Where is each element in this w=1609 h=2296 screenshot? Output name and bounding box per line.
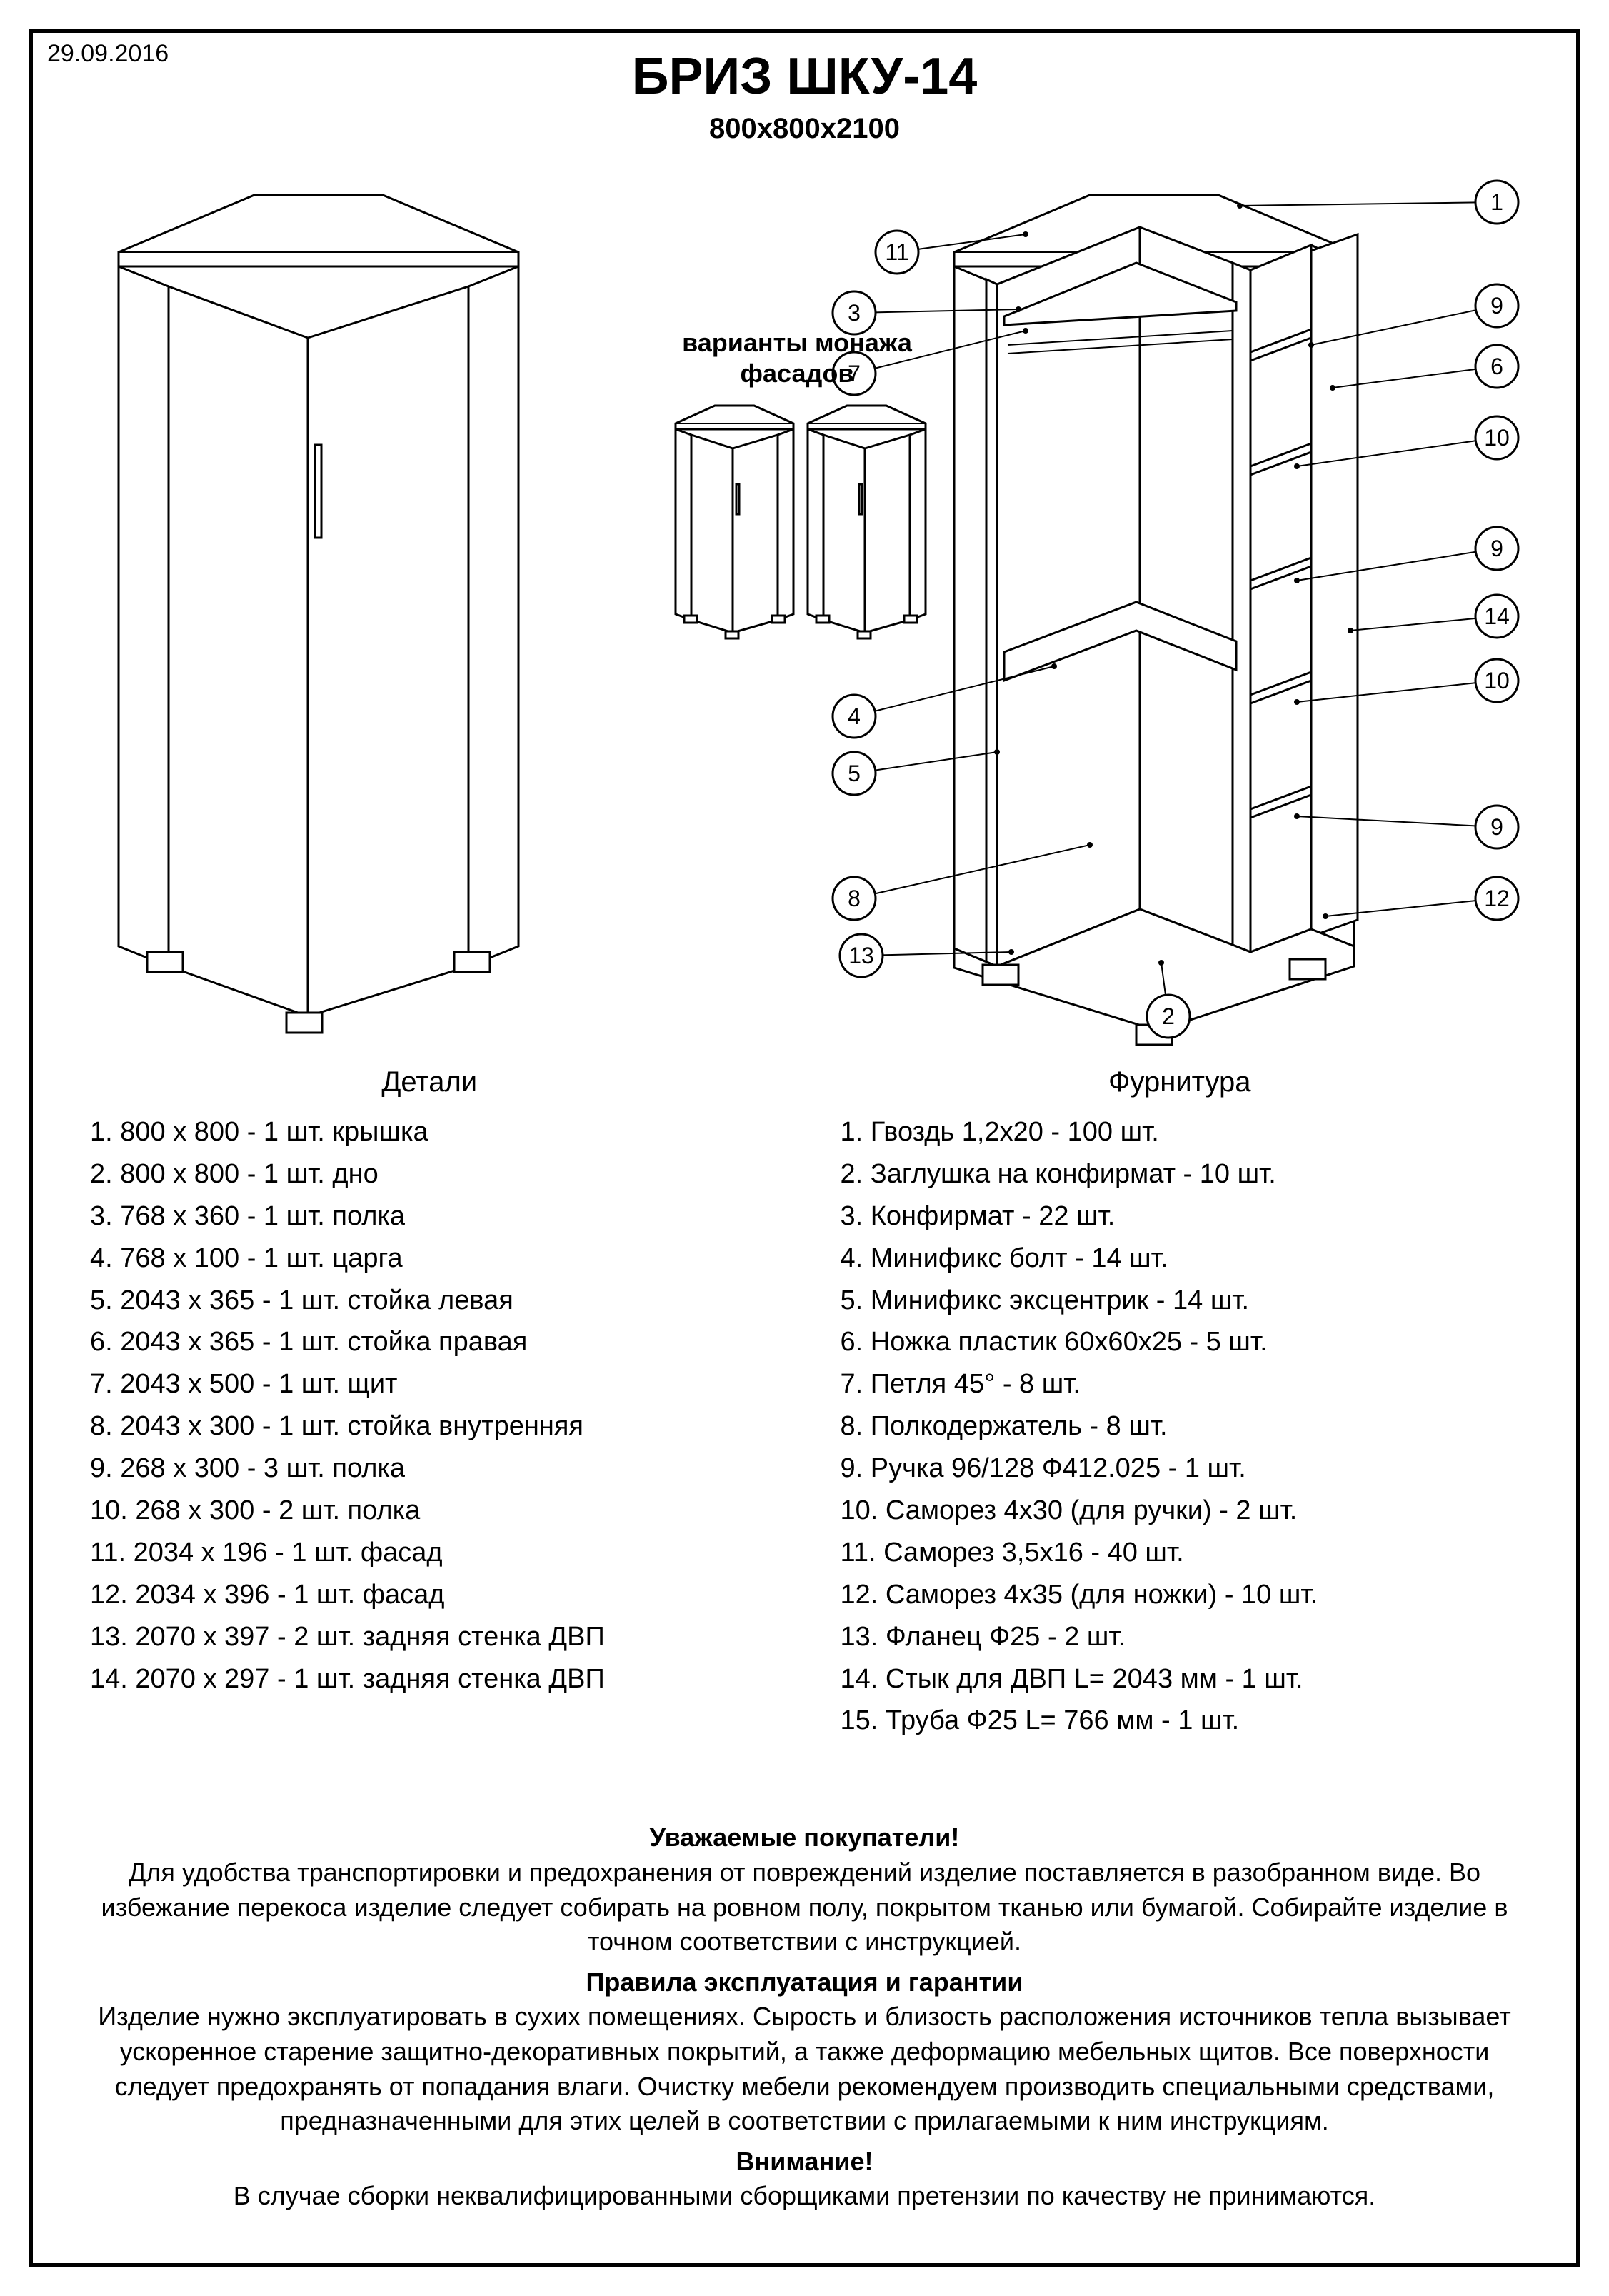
list-item: 2. 800 х 800 - 1 шт. дно xyxy=(90,1153,791,1195)
svg-text:1: 1 xyxy=(1490,189,1503,215)
list-item: 3. 768 х 360 - 1 шт. полка xyxy=(90,1195,791,1238)
list-item: 8. Полкодержатель - 8 шт. xyxy=(841,1405,1541,1448)
list-item: 7. 2043 х 500 - 1 шт. щит xyxy=(90,1363,791,1405)
list-item: 4. Минификс болт - 14 шт. xyxy=(841,1238,1541,1280)
footer-p3: В случае сборки неквалифицированными сбо… xyxy=(83,2179,1526,2214)
list-item: 14. 2070 х 297 - 1 шт. задняя стенка ДВП xyxy=(90,1658,791,1700)
svg-text:9: 9 xyxy=(1490,814,1503,840)
assembly-diagram: 11374581319610914109122 xyxy=(69,152,1540,1052)
list-item: 9. 268 х 300 - 3 шт. полка xyxy=(90,1448,791,1490)
list-item: 13. Фланец Ф25 - 2 шт. xyxy=(841,1616,1541,1658)
svg-text:9: 9 xyxy=(1490,536,1503,561)
svg-text:14: 14 xyxy=(1484,603,1510,629)
footer-text: Уважаемые покупатели! Для удобства транс… xyxy=(69,1820,1540,2214)
list-item: 13. 2070 х 397 - 2 шт. задняя стенка ДВП xyxy=(90,1616,791,1658)
list-item: 6. 2043 х 365 - 1 шт. стойка правая xyxy=(90,1321,791,1363)
list-item: 5. 2043 х 365 - 1 шт. стойка левая xyxy=(90,1280,791,1322)
svg-text:12: 12 xyxy=(1484,886,1510,911)
svg-text:13: 13 xyxy=(848,943,874,968)
list-item: 6. Ножка пластик 60х60х25 - 5 шт. xyxy=(841,1321,1541,1363)
list-item: 1. Гвоздь 1,2х20 - 100 шт. xyxy=(841,1111,1541,1153)
hardware-column: Фурнитура 1. Гвоздь 1,2х20 - 100 шт.2. З… xyxy=(819,1066,1541,1742)
svg-text:3: 3 xyxy=(848,300,861,326)
product-title: БРИЗ ШКУ-14 xyxy=(69,47,1540,106)
list-item: 9. Ручка 96/128 Ф412.025 - 1 шт. xyxy=(841,1448,1541,1490)
details-list: 1. 800 х 800 - 1 шт. крышка2. 800 х 800 … xyxy=(69,1111,791,1700)
footer-h3: Внимание! xyxy=(83,2145,1526,2180)
list-item: 14. Стык для ДВП L= 2043 мм - 1 шт. xyxy=(841,1658,1541,1700)
svg-text:10: 10 xyxy=(1484,668,1510,693)
list-item: 11. 2034 х 196 - 1 шт. фасад xyxy=(90,1532,791,1574)
details-title: Детали xyxy=(69,1066,791,1098)
variants-label: варианты монажа фасадов xyxy=(661,327,933,388)
list-item: 10. Саморез 4х30 (для ручки) - 2 шт. xyxy=(841,1490,1541,1532)
list-item: 4. 768 х 100 - 1 шт. царга xyxy=(90,1238,791,1280)
svg-text:6: 6 xyxy=(1490,354,1503,379)
list-item: 2. Заглушка на конфирмат - 10 шт. xyxy=(841,1153,1541,1195)
list-item: 12. Саморез 4х35 (для ножки) - 10 шт. xyxy=(841,1574,1541,1616)
svg-text:9: 9 xyxy=(1490,293,1503,319)
hardware-title: Фурнитура xyxy=(819,1066,1541,1098)
footer-p1: Для удобства транспортировки и предохран… xyxy=(83,1855,1526,1960)
list-item: 3. Конфирмат - 22 шт. xyxy=(841,1195,1541,1238)
svg-text:8: 8 xyxy=(848,886,861,911)
footer-h1: Уважаемые покупатели! xyxy=(83,1820,1526,1855)
list-item: 1. 800 х 800 - 1 шт. крышка xyxy=(90,1111,791,1153)
list-item: 15. Труба Ф25 L= 766 мм - 1 шт. xyxy=(841,1700,1541,1742)
date: 29.09.2016 xyxy=(47,40,169,68)
list-item: 12. 2034 х 396 - 1 шт. фасад xyxy=(90,1574,791,1616)
list-item: 5. Минификс эксцентрик - 14 шт. xyxy=(841,1280,1541,1322)
svg-text:2: 2 xyxy=(1162,1003,1175,1029)
svg-text:4: 4 xyxy=(848,703,861,729)
list-item: 10. 268 х 300 - 2 шт. полка xyxy=(90,1490,791,1532)
list-item: 7. Петля 45° - 8 шт. xyxy=(841,1363,1541,1405)
details-column: Детали 1. 800 х 800 - 1 шт. крышка2. 800… xyxy=(69,1066,791,1742)
footer-h2: Правила эксплуатация и гарантии xyxy=(83,1965,1526,2000)
footer-p2: Изделие нужно эксплуатировать в сухих по… xyxy=(83,2000,1526,2138)
product-dimensions: 800х800х2100 xyxy=(69,113,1540,145)
svg-text:5: 5 xyxy=(848,761,861,786)
diagram-area: варианты монажа фасадов xyxy=(69,152,1540,1052)
hardware-list: 1. Гвоздь 1,2х20 - 100 шт.2. Заглушка на… xyxy=(819,1111,1541,1742)
svg-text:11: 11 xyxy=(885,239,908,265)
list-item: 8. 2043 х 300 - 1 шт. стойка внутренняя xyxy=(90,1405,791,1448)
list-item: 11. Саморез 3,5х16 - 40 шт. xyxy=(841,1532,1541,1574)
svg-text:10: 10 xyxy=(1484,425,1510,451)
